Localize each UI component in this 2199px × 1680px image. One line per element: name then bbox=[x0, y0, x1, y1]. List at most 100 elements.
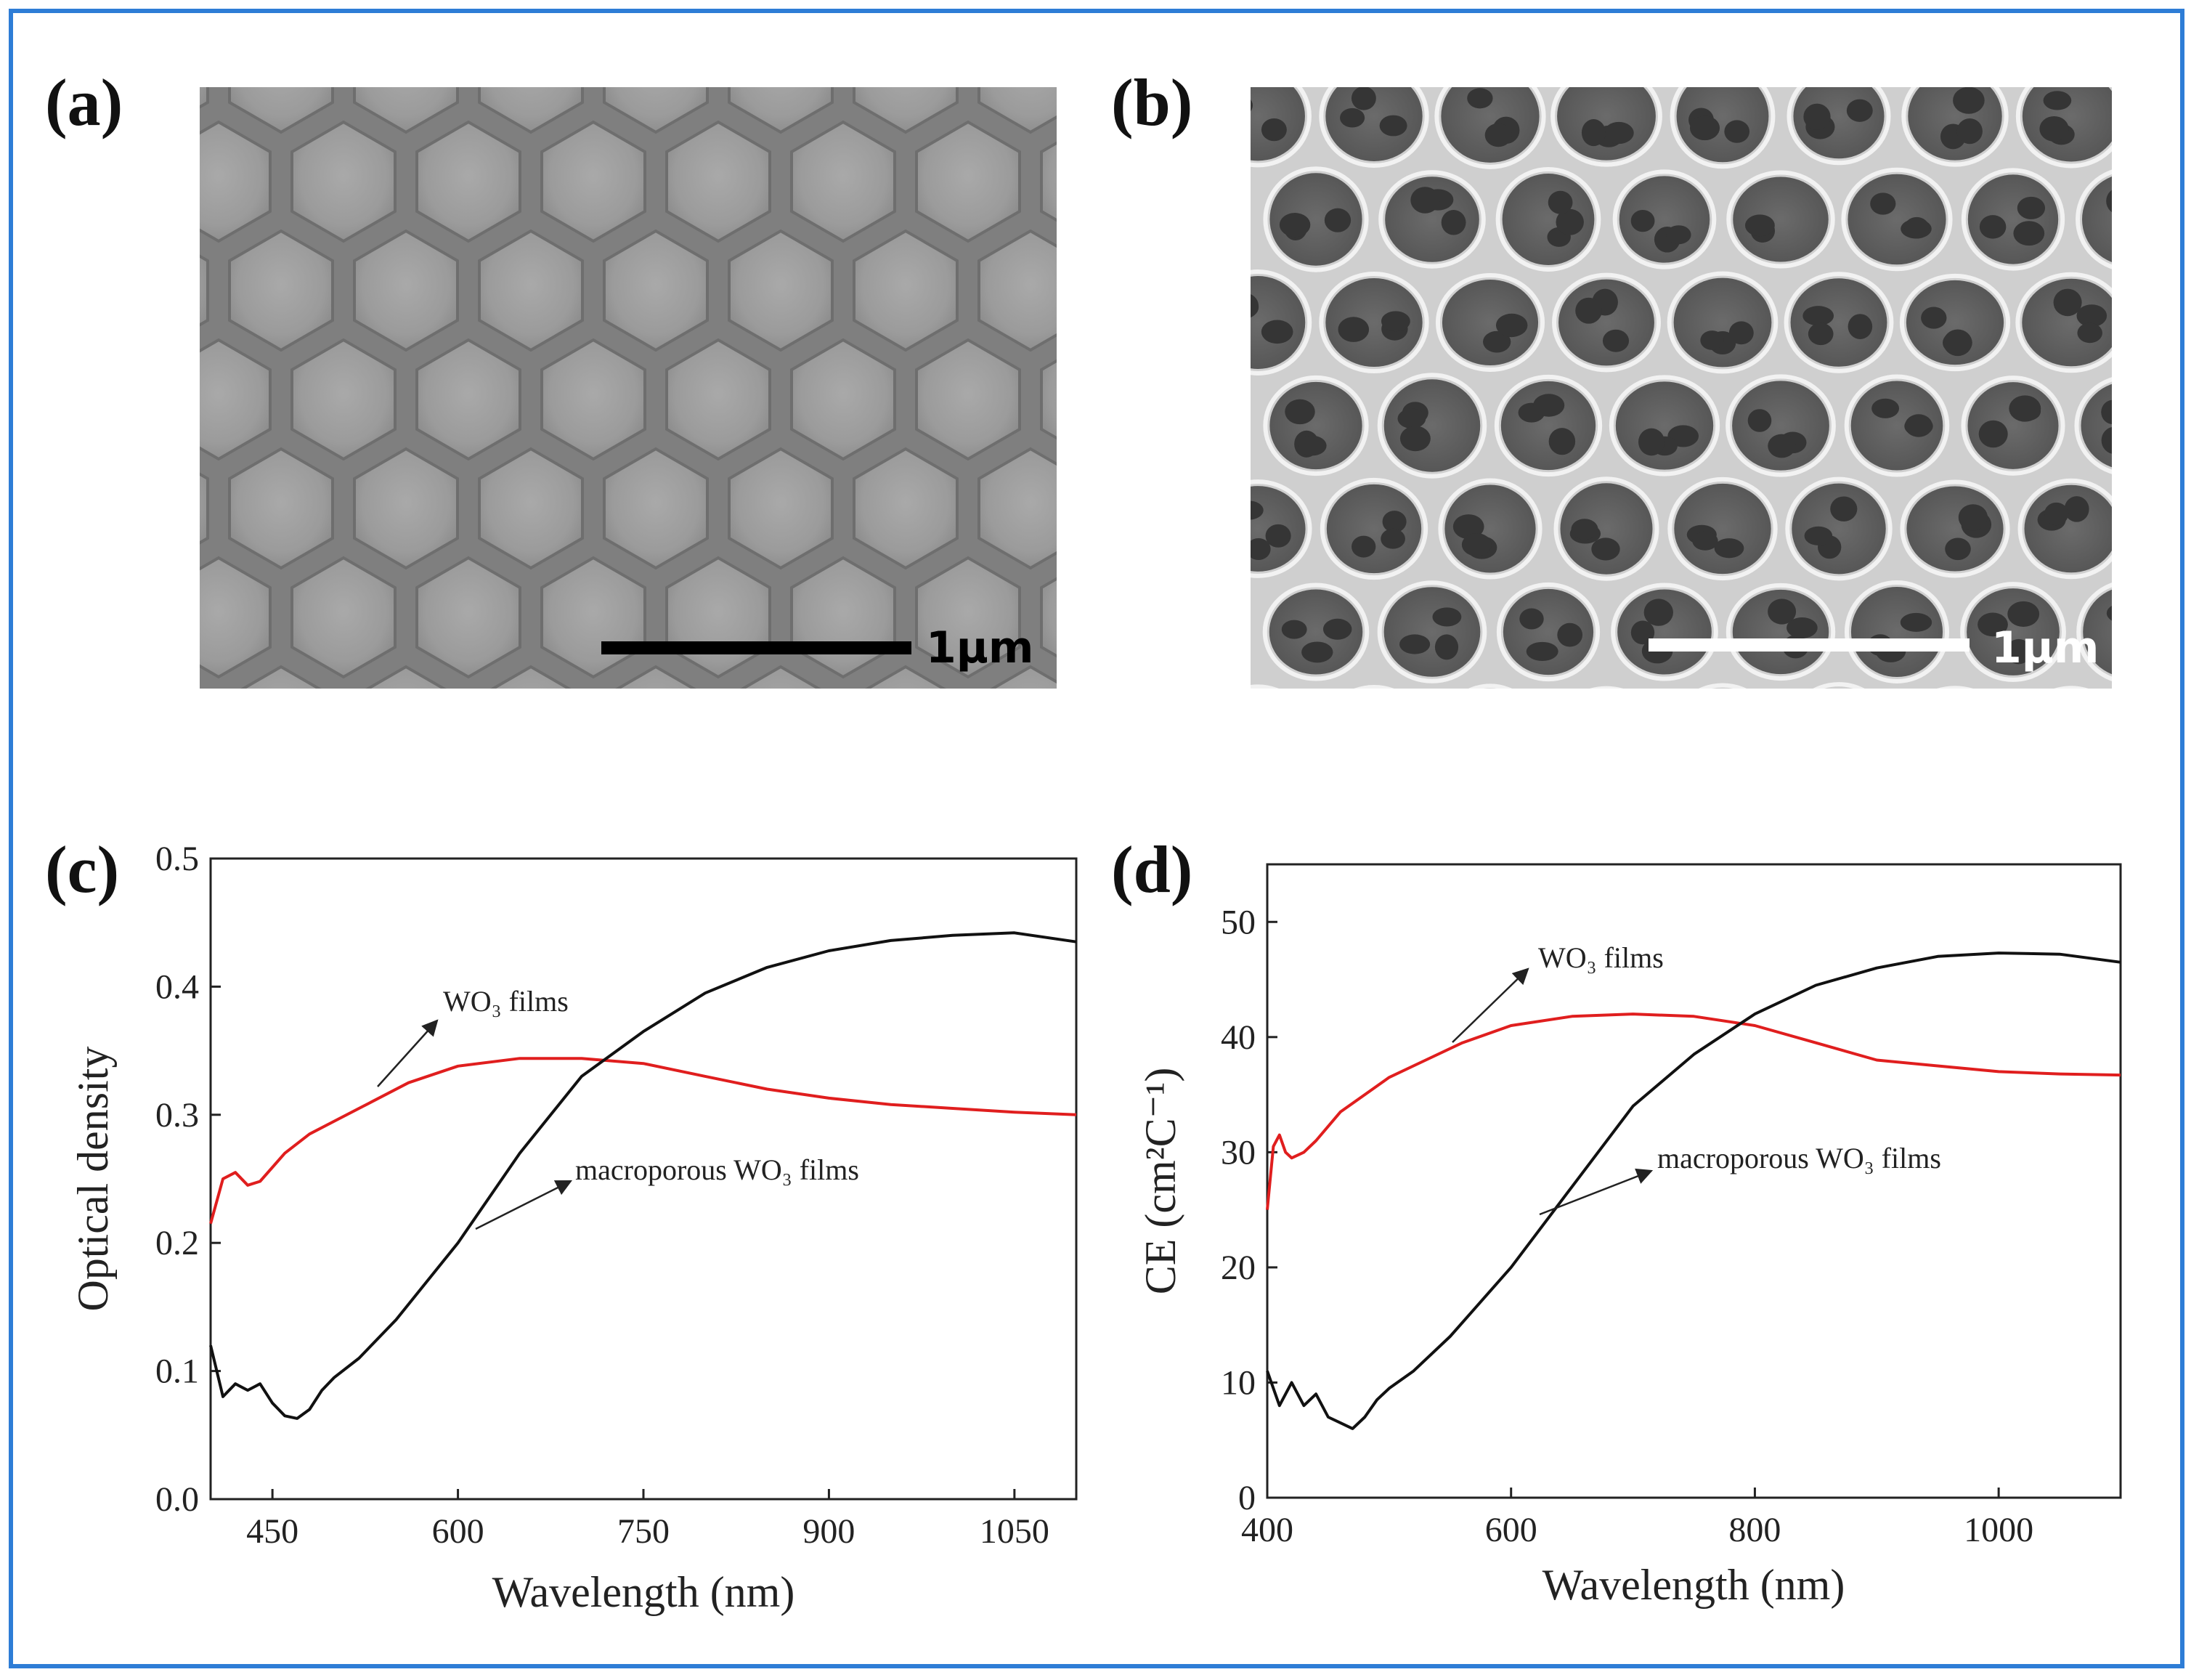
sem-image-macroporous: 1μm bbox=[1224, 87, 2150, 780]
chart-d-xlabel: Wavelength (nm) bbox=[1542, 1561, 1845, 1609]
pore-rim bbox=[1251, 269, 1312, 376]
sphere bbox=[603, 229, 709, 352]
inner-hole bbox=[1933, 705, 1957, 730]
pore bbox=[2022, 278, 2112, 367]
pore bbox=[1560, 483, 1653, 575]
pore bbox=[1325, 277, 1423, 368]
scale-bar-b-label: 1μm bbox=[1991, 622, 2099, 673]
pore-rim bbox=[1611, 583, 1718, 681]
pore-rim bbox=[1589, 686, 1624, 689]
chart-d-ytick-label: 50 bbox=[1221, 903, 1256, 941]
sphere bbox=[353, 87, 459, 134]
pore-rim bbox=[1550, 87, 1662, 167]
inner-hole bbox=[1603, 121, 1634, 145]
inner-hole bbox=[1978, 612, 2008, 637]
chart-d-xtick-label: 400 bbox=[1241, 1511, 1293, 1549]
inner-hole bbox=[1556, 208, 1584, 235]
pore-rim bbox=[1263, 375, 1369, 476]
sphere bbox=[740, 665, 821, 689]
inner-hole bbox=[1497, 316, 1525, 338]
inner-hole bbox=[1768, 598, 1797, 625]
pore bbox=[1269, 173, 1362, 266]
inner-hole bbox=[1831, 703, 1856, 728]
pore-rim bbox=[1609, 375, 1720, 476]
inner-hole bbox=[1700, 330, 1724, 350]
inner-hole bbox=[1452, 514, 1484, 540]
inner-hole bbox=[1495, 714, 1522, 735]
inner-hole bbox=[2063, 744, 2092, 764]
pore-rim bbox=[1726, 583, 1836, 681]
inner-hole bbox=[2118, 602, 2150, 622]
pore-rim bbox=[1552, 272, 1661, 373]
chart-c-ytick-label: 0.3 bbox=[155, 1096, 199, 1135]
pore bbox=[1441, 87, 1540, 163]
inner-hole bbox=[1724, 120, 1750, 143]
pore bbox=[1325, 87, 1423, 161]
inner-hole bbox=[1324, 208, 1351, 232]
sphere bbox=[603, 87, 709, 134]
inner-hole bbox=[1381, 311, 1410, 332]
inner-hole bbox=[1904, 416, 1933, 437]
inner-hole bbox=[1630, 209, 1655, 232]
pore-rim bbox=[2017, 478, 2112, 580]
pore bbox=[1675, 689, 1771, 780]
chart-d-xtick-label: 1000 bbox=[1964, 1511, 2033, 1549]
inner-hole bbox=[1900, 612, 1932, 632]
sphere bbox=[353, 447, 459, 570]
chart-c-annotation-wo3: WO₃ films bbox=[443, 985, 569, 1018]
sphere bbox=[728, 229, 834, 352]
inner-hole bbox=[1434, 634, 1459, 660]
pore-rim bbox=[1726, 170, 1835, 269]
pore bbox=[1850, 586, 1943, 678]
sphere bbox=[240, 665, 322, 689]
chart-d-ytick-label: 20 bbox=[1221, 1249, 1256, 1287]
panel-b-label: (b) bbox=[1111, 65, 1192, 139]
pore-rim bbox=[1899, 273, 2011, 372]
pore bbox=[1733, 176, 1829, 262]
pore bbox=[1848, 174, 1946, 265]
inner-hole bbox=[1410, 187, 1440, 214]
pore bbox=[1269, 381, 1362, 470]
inner-hole bbox=[2077, 322, 2102, 344]
inner-hole bbox=[1261, 320, 1293, 344]
pore bbox=[1383, 587, 1481, 677]
pore bbox=[1615, 381, 1714, 470]
inner-hole bbox=[2106, 605, 2112, 621]
pore-rim bbox=[1251, 684, 1280, 689]
inner-hole bbox=[1548, 428, 1576, 455]
chart-c-series-macroporous-wo3 bbox=[209, 931, 1077, 1420]
pore-rim bbox=[1787, 87, 1891, 166]
sphere bbox=[415, 120, 521, 243]
inner-hole bbox=[2039, 115, 2069, 142]
sphere bbox=[290, 120, 397, 243]
pore-rim bbox=[1726, 374, 1836, 477]
pore bbox=[1559, 693, 1654, 778]
inner-hole bbox=[1301, 641, 1333, 663]
chart-d-arrow-wo3 bbox=[1452, 967, 1529, 1043]
pore-rim bbox=[1435, 272, 1545, 373]
inner-hole bbox=[2101, 399, 2112, 425]
pore bbox=[1251, 276, 1306, 369]
inner-hole bbox=[2101, 426, 2112, 454]
chart-d-ytick-label: 0 bbox=[1238, 1479, 1256, 1517]
sphere bbox=[990, 665, 1057, 689]
pore bbox=[2025, 692, 2117, 778]
inner-hole bbox=[1251, 294, 1259, 318]
pore bbox=[1792, 483, 1886, 575]
sphere bbox=[478, 447, 584, 570]
pore-rim bbox=[1378, 170, 1486, 269]
sphere bbox=[853, 229, 959, 352]
sphere bbox=[790, 120, 896, 243]
inner-hole bbox=[1224, 102, 1248, 129]
chart-d-series-macroporous-wo3 bbox=[1266, 951, 2121, 1430]
pore-rim bbox=[2076, 583, 2112, 681]
inner-hole bbox=[2017, 196, 2046, 219]
sphere bbox=[915, 338, 1021, 461]
sphere bbox=[728, 447, 834, 570]
sphere bbox=[200, 556, 272, 679]
chart-c-xtick-label: 450 bbox=[246, 1512, 298, 1551]
sphere bbox=[665, 120, 771, 243]
inner-hole bbox=[1848, 314, 1873, 339]
inner-hole bbox=[1733, 723, 1756, 742]
panel-c-label: (c) bbox=[45, 832, 119, 906]
